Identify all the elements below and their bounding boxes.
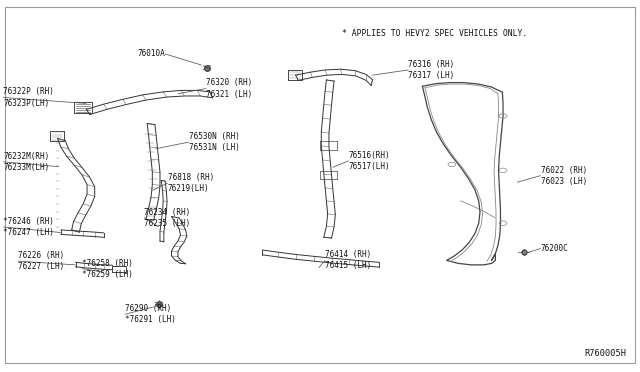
Text: 76316 (RH)
76317 (LH): 76316 (RH) 76317 (LH) xyxy=(408,60,454,80)
Text: 76320 (RH)
76321 (LH): 76320 (RH) 76321 (LH) xyxy=(206,78,252,99)
Text: 76232M(RH)
76233M(LH): 76232M(RH) 76233M(LH) xyxy=(3,152,49,172)
Text: 76010A: 76010A xyxy=(138,49,165,58)
Text: 76818 (RH)
76219(LH): 76818 (RH) 76219(LH) xyxy=(168,173,214,193)
Text: *76258 (RH)
*76259 (LH): *76258 (RH) *76259 (LH) xyxy=(82,259,132,279)
Text: 76530N (RH)
76531N (LH): 76530N (RH) 76531N (LH) xyxy=(189,132,239,152)
Text: 76022 (RH)
76023 (LH): 76022 (RH) 76023 (LH) xyxy=(541,166,587,186)
Text: * APPLIES TO HEVY2 SPEC VEHICLES ONLY.: * APPLIES TO HEVY2 SPEC VEHICLES ONLY. xyxy=(342,29,527,38)
Text: R760005H: R760005H xyxy=(584,349,626,358)
Text: 76290 (RH)
*76291 (LH): 76290 (RH) *76291 (LH) xyxy=(125,304,175,324)
Text: 76200C: 76200C xyxy=(541,244,568,253)
Text: 76516(RH)
76517(LH): 76516(RH) 76517(LH) xyxy=(349,151,390,171)
Text: 76234 (RH)
76235 (LH): 76234 (RH) 76235 (LH) xyxy=(144,208,190,228)
Text: 76322P (RH)
76323P(LH): 76322P (RH) 76323P(LH) xyxy=(3,87,54,108)
Text: *76246 (RH)
*76247 (LH): *76246 (RH) *76247 (LH) xyxy=(3,217,54,237)
Text: 76226 (RH)
76227 (LH): 76226 (RH) 76227 (LH) xyxy=(18,251,64,271)
Text: 76414 (RH)
76415 (LH): 76414 (RH) 76415 (LH) xyxy=(325,250,371,270)
